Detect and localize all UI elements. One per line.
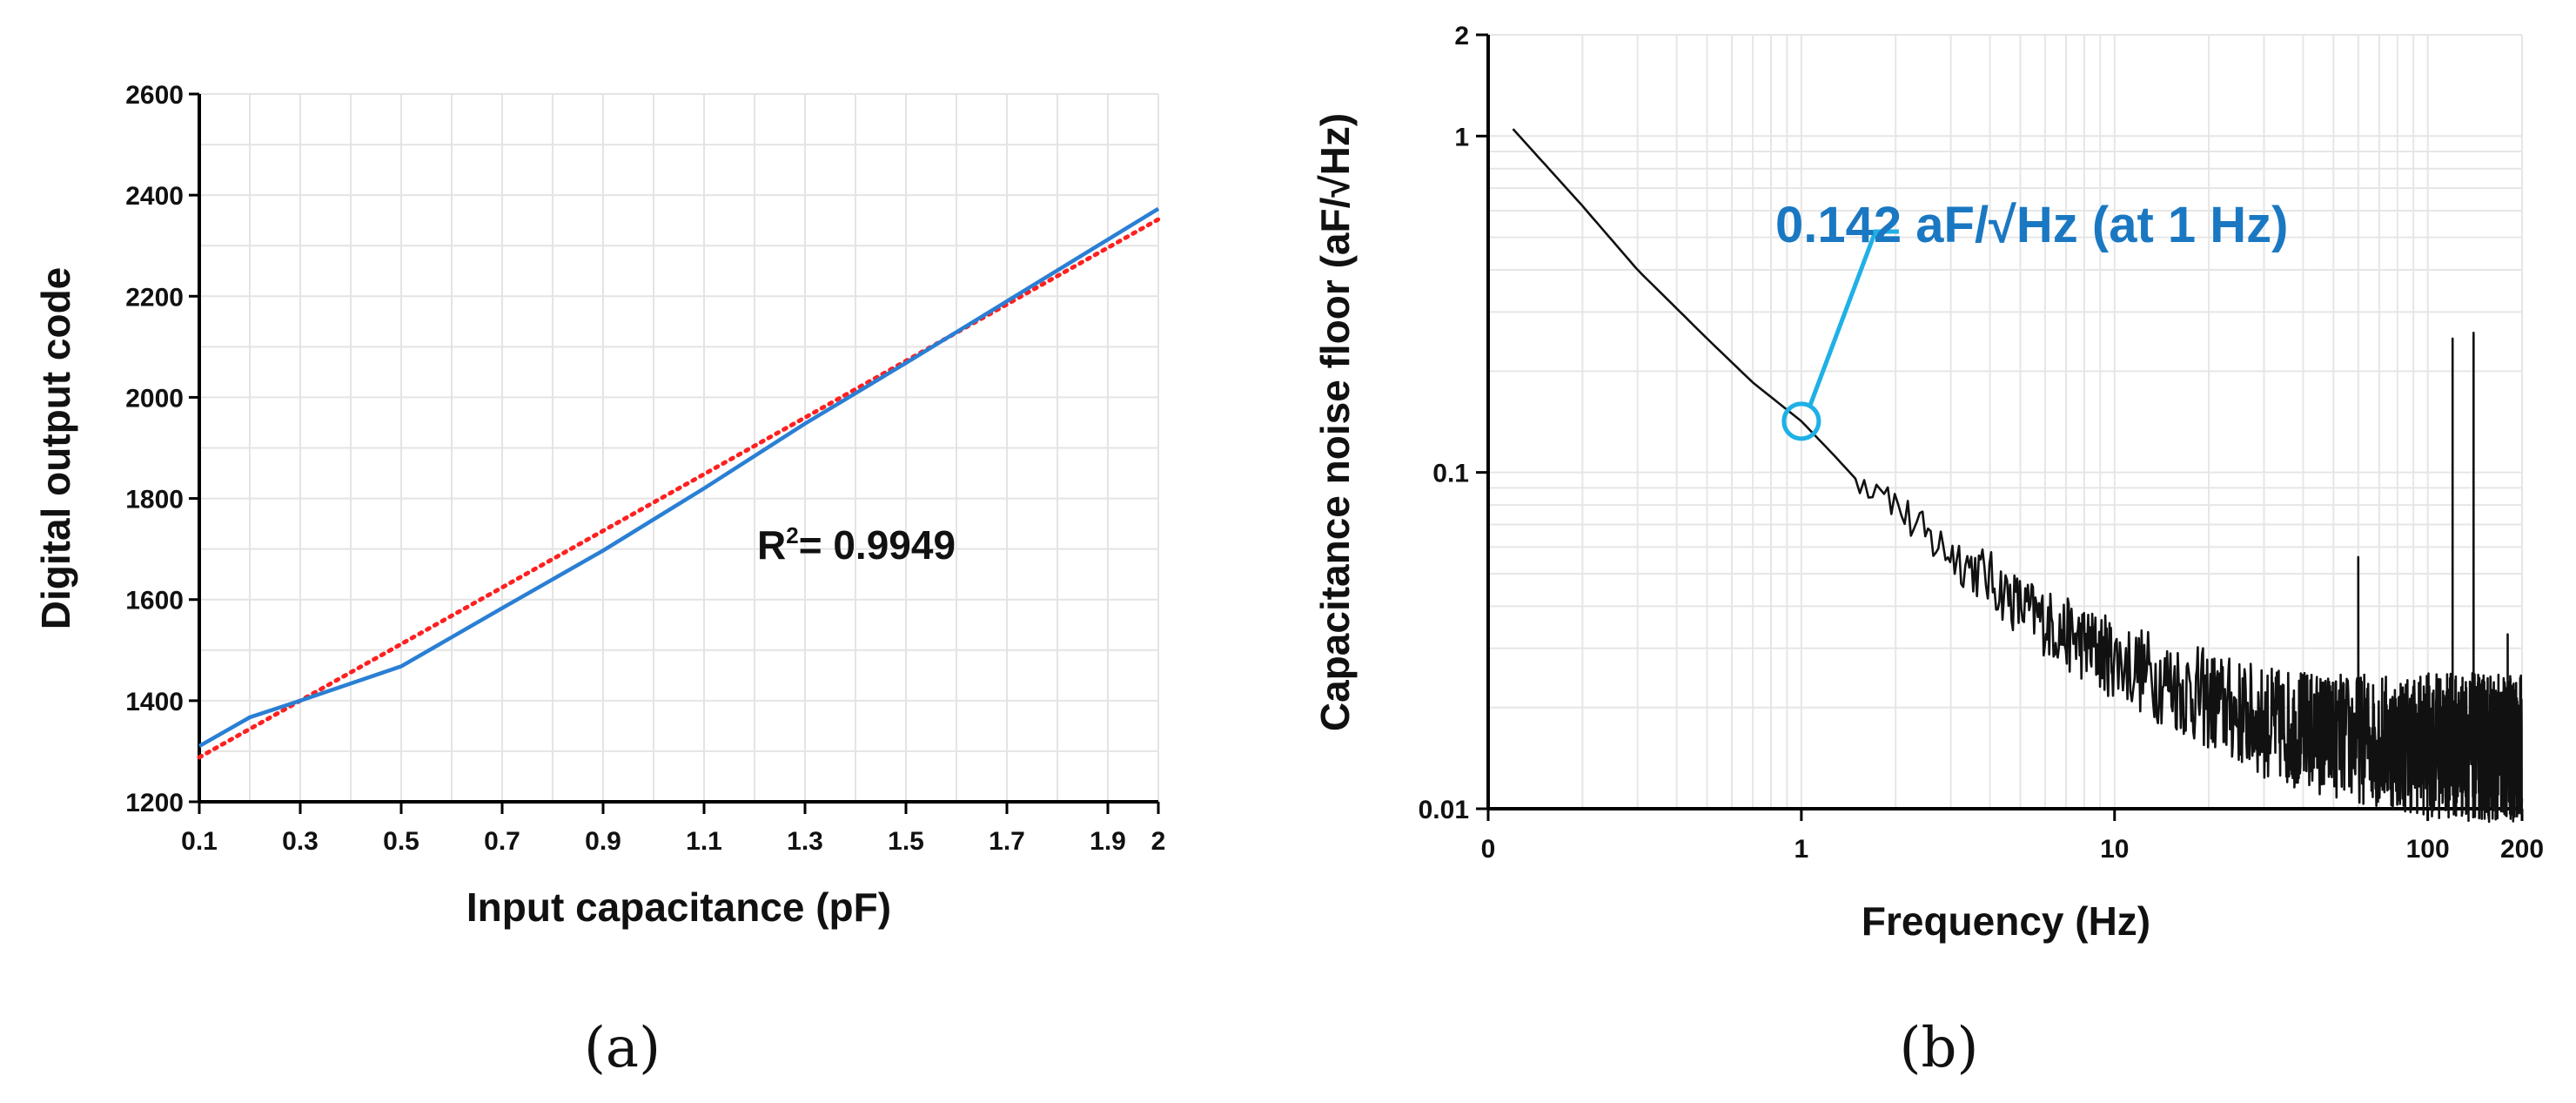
chart-b-x-ticks: 0 1 10 100 200 xyxy=(1481,809,2544,864)
y-tick-label: 2400 xyxy=(125,182,184,211)
measured-line xyxy=(198,206,1160,749)
chart-a-grid xyxy=(198,93,1159,803)
y-tick-label: 2600 xyxy=(125,81,184,110)
chart-a-y-label: Digital output code xyxy=(33,267,78,630)
noise-spectrum-line xyxy=(1512,128,2524,824)
y-tick-label: 2200 xyxy=(125,283,184,312)
r2-superscript: 2 xyxy=(786,522,798,548)
y-tick-label: 1200 xyxy=(125,789,184,817)
chart-b: 0.01 0.1 1 2 0 1 10 100 200 0.142 aF/√Hz (at 1 … xyxy=(1312,22,2544,1080)
x-tick-label: 1.5 xyxy=(888,827,924,856)
y-tick-label: 1400 xyxy=(125,688,184,716)
chart-b-y-label: Capacitance noise floor (aF/√Hz) xyxy=(1312,113,1358,731)
y-tick-label: 2 xyxy=(1454,22,1469,50)
fit-line xyxy=(197,217,1161,760)
y-tick-label: 1 xyxy=(1454,123,1469,151)
x-tick-label: 2 xyxy=(1151,827,1166,856)
chart-b-panel-label: (b) xyxy=(1900,1016,1979,1080)
chart-b-annotation: 0.142 aF/√Hz (at 1 Hz) xyxy=(1775,197,2288,253)
chart-a-x-label: Input capacitance (pF) xyxy=(466,884,891,930)
x-tick-label: 1.1 xyxy=(686,827,722,856)
x-tick-label: 1 xyxy=(1794,835,1809,864)
x-tick-label: 10 xyxy=(2100,835,2129,864)
y-tick-label: 2000 xyxy=(125,384,184,413)
r2-label: R xyxy=(757,522,786,568)
x-tick-label: 0 xyxy=(1481,835,1496,864)
y-tick-label: 1800 xyxy=(125,486,184,515)
x-tick-label: 0.7 xyxy=(484,827,520,856)
chart-b-y-ticks: 0.01 0.1 1 2 xyxy=(1419,22,1488,824)
x-tick-label: 1.7 xyxy=(989,827,1025,856)
chart-a-series xyxy=(197,206,1161,760)
chart-b-series xyxy=(1512,128,2524,824)
chart-b-grid xyxy=(1487,34,2523,810)
chart-a-annotation: R2= 0.9949 xyxy=(757,522,956,568)
y-tick-label: 0.1 xyxy=(1432,460,1469,488)
y-tick-label: 1600 xyxy=(125,587,184,615)
chart-a-x-ticks: 0.1 0.3 0.5 0.7 0.9 1.1 1.3 1.5 1.7 1.9 2 xyxy=(181,802,1165,856)
chart-a-panel-label: (a) xyxy=(584,1016,661,1080)
annotation-marker-circle xyxy=(1781,401,1821,441)
x-tick-label: 0.3 xyxy=(282,827,319,856)
chart-b-annotation-callout xyxy=(1781,229,1899,441)
x-tick-label: 0.5 xyxy=(383,827,419,856)
y-tick-label: 0.01 xyxy=(1419,796,1469,824)
x-tick-label: 0.9 xyxy=(585,827,621,856)
x-tick-label: 1.3 xyxy=(787,827,823,856)
chart-a-y-ticks: 1200 1400 1600 1800 2000 2200 2400 2600 xyxy=(125,81,199,817)
chart-b-x-label: Frequency (Hz) xyxy=(1862,898,2150,944)
x-tick-label: 0.1 xyxy=(181,827,218,856)
x-tick-label: 1.9 xyxy=(1090,827,1126,856)
x-tick-label: 100 xyxy=(2406,835,2450,864)
r2-value: = 0.9949 xyxy=(799,522,956,568)
x-tick-label: 200 xyxy=(2500,835,2544,864)
annotation-leader-line xyxy=(1808,229,1899,407)
